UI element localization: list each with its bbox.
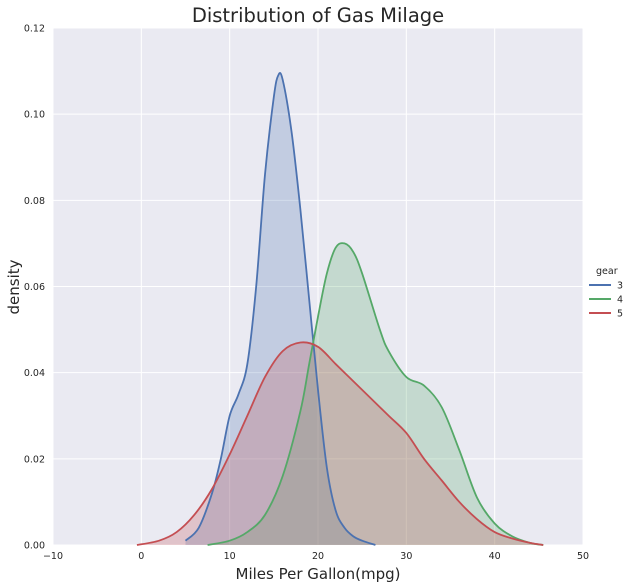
- legend-title: gear: [596, 266, 618, 277]
- series-3-line: [184, 72, 376, 546]
- x-tick-label: 20: [312, 551, 324, 562]
- x-tick-label: −10: [43, 551, 63, 562]
- x-tick-label: 10: [224, 551, 236, 562]
- series-4-line: [207, 242, 544, 546]
- chart-title: Distribution of Gas Milage: [192, 4, 444, 27]
- legend-label-5: 5: [617, 309, 623, 320]
- x-tick-label: 30: [400, 551, 412, 562]
- y-tick-label: 0.04: [24, 368, 45, 379]
- y-tick-label: 0.08: [24, 196, 45, 207]
- series-layer: [136, 72, 544, 546]
- series-4-area: [207, 243, 544, 545]
- series-5-area: [136, 342, 544, 545]
- y-tick-label: 0.12: [24, 24, 45, 35]
- legend: gear 3 4 5: [589, 266, 623, 320]
- series-3-area: [185, 72, 376, 545]
- series-5-line: [136, 341, 544, 546]
- y-tick-label: 0.06: [24, 282, 45, 293]
- y-tick-label: 0.10: [24, 110, 45, 121]
- y-tick-label: 0.02: [24, 454, 45, 465]
- x-axis-label: Miles Per Gallon(mpg): [236, 565, 401, 583]
- x-tick-label: 0: [138, 551, 144, 562]
- x-tick-label: 40: [489, 551, 501, 562]
- y-axis-label: density: [5, 259, 23, 314]
- y-tick-label: 0.00: [24, 541, 45, 552]
- legend-label-4: 4: [617, 295, 623, 306]
- x-tick-label: 50: [577, 551, 589, 562]
- legend-label-3: 3: [617, 281, 623, 292]
- tick-labels: −10 0 10 20 30 40 50 0.00 0.02 0.04 0.06 0.08 0.10 0.…: [24, 24, 589, 563]
